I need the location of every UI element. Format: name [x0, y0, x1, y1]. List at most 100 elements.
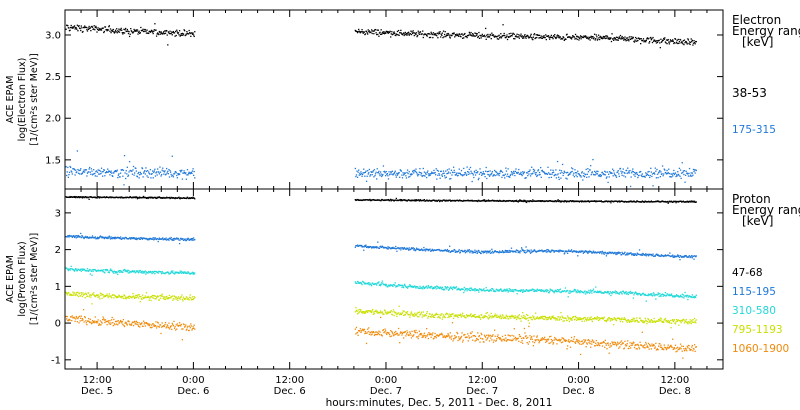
data-point: [167, 31, 170, 33]
data-point: [118, 173, 120, 175]
data-point: [164, 238, 167, 241]
data-point: [468, 249, 471, 251]
data-point: [554, 36, 556, 39]
data-point: [522, 173, 524, 175]
data-point: [455, 173, 458, 175]
data-point: [598, 174, 600, 176]
data-point: [94, 236, 96, 238]
data-point: [522, 37, 524, 39]
data-point: [667, 171, 669, 174]
data-point: [387, 312, 389, 315]
data-point: [404, 313, 406, 316]
data-point: [485, 200, 487, 203]
data-point: [449, 199, 451, 201]
data-point: [455, 174, 457, 176]
data-point: [569, 36, 571, 38]
data-point: [641, 253, 643, 255]
data-point: [479, 35, 482, 37]
data-point: [386, 248, 388, 250]
data-point: [685, 170, 687, 172]
data-point: [166, 167, 168, 170]
data-point: [565, 290, 568, 292]
data-point: [619, 167, 622, 170]
data-point: [575, 172, 578, 174]
data-point: [78, 25, 80, 27]
data-point: [417, 315, 419, 318]
data-point: [436, 35, 438, 37]
data-point: [625, 293, 628, 295]
data-point: [593, 318, 595, 320]
data-point: [99, 298, 101, 300]
data-point: [148, 171, 150, 173]
data-point: [547, 35, 550, 37]
data-point: [395, 34, 397, 37]
data-point: [556, 35, 558, 37]
data-point: [153, 170, 155, 172]
data-point: [98, 28, 100, 31]
data-point: [379, 284, 382, 287]
data-point: [96, 197, 98, 199]
data-point: [627, 319, 629, 321]
data-point: [543, 250, 545, 253]
data-point: [405, 311, 408, 314]
data-point: [513, 33, 515, 35]
data-point: [502, 290, 504, 292]
data-point: [460, 174, 462, 176]
data-point: [394, 171, 396, 174]
data-point: [146, 237, 148, 240]
data-point: [90, 173, 92, 175]
data-point: [179, 298, 181, 300]
data-point: [188, 29, 190, 32]
data-point: [418, 32, 420, 34]
data-point: [640, 254, 642, 256]
data-point: [456, 314, 458, 316]
data-point: [535, 289, 537, 291]
data-point: [549, 290, 551, 292]
data-point: [388, 199, 391, 202]
data-point: [105, 28, 108, 31]
data-point: [155, 197, 158, 200]
data-point: [450, 313, 452, 316]
data-point: [108, 236, 110, 238]
data-point: [465, 250, 467, 252]
data-point: [88, 25, 90, 28]
data-point: [644, 293, 646, 295]
data-point: [463, 291, 465, 294]
data-point: [596, 173, 599, 175]
data-point: [193, 273, 195, 275]
data-point: [118, 237, 121, 239]
data-point: [359, 32, 362, 34]
data-point: [189, 197, 191, 199]
data-point: [601, 253, 603, 255]
data-point: [548, 292, 550, 294]
data-point: [410, 312, 412, 314]
data-point: [126, 30, 128, 33]
data-point: [81, 293, 83, 295]
data-point: [145, 170, 148, 173]
data-point: [645, 253, 647, 255]
data-point: [359, 282, 361, 285]
data-point: [152, 237, 154, 239]
data-point: [104, 175, 106, 177]
data-point: [184, 238, 186, 240]
data-point: [424, 286, 427, 289]
data-point: [99, 173, 101, 175]
data-point: [120, 296, 122, 299]
data-point: [640, 170, 642, 173]
data-point: [143, 171, 145, 173]
data-point: [629, 185, 632, 188]
data-point: [673, 320, 675, 322]
data-point: [520, 171, 522, 174]
data-point: [400, 249, 402, 251]
data-point: [655, 170, 657, 172]
data-point: [578, 291, 580, 293]
data-point: [105, 270, 107, 272]
data-point: [396, 174, 399, 176]
data-point: [561, 163, 564, 166]
data-point: [116, 32, 118, 34]
data-point: [368, 168, 371, 171]
data-point: [593, 252, 596, 254]
data-point: [600, 251, 603, 253]
data-point: [392, 174, 394, 176]
data-point: [73, 269, 75, 272]
